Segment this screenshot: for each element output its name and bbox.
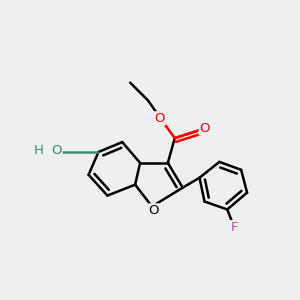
- Text: O: O: [199, 122, 210, 135]
- Text: O: O: [149, 204, 159, 217]
- Text: H: H: [34, 145, 44, 158]
- Text: O: O: [155, 112, 165, 125]
- Text: F: F: [230, 221, 238, 234]
- Text: O: O: [52, 145, 62, 158]
